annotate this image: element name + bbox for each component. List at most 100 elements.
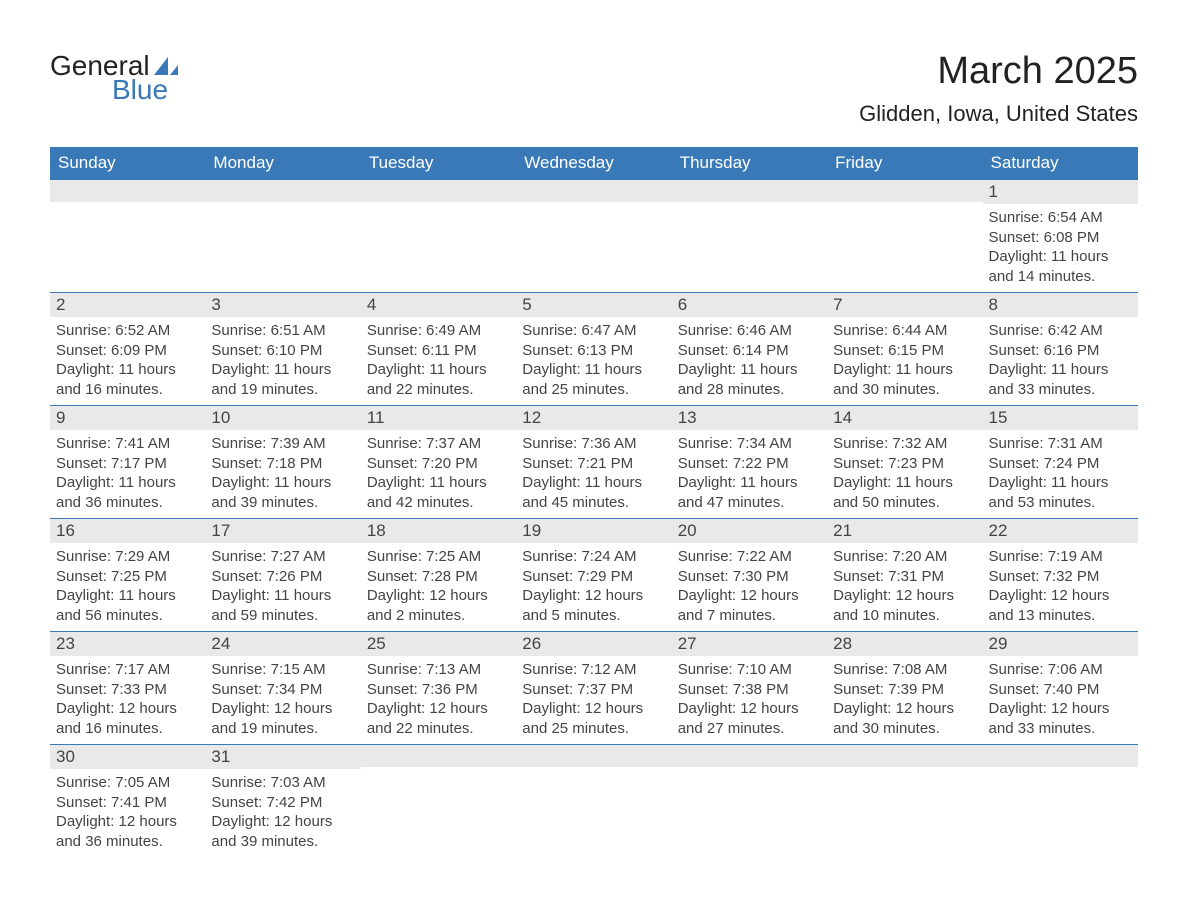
day-number: 27 xyxy=(672,632,827,656)
day-number: 25 xyxy=(361,632,516,656)
day-content: Sunrise: 7:20 AMSunset: 7:31 PMDaylight:… xyxy=(827,543,982,631)
day-content: Sunrise: 7:37 AMSunset: 7:20 PMDaylight:… xyxy=(361,430,516,518)
logo: General Blue xyxy=(50,50,178,106)
day-line: Sunrise: 7:20 AM xyxy=(833,547,976,567)
day-line: Daylight: 11 hours xyxy=(211,360,354,380)
header: General Blue March 2025 Glidden, Iowa, U… xyxy=(50,50,1138,127)
day-cell: 4Sunrise: 6:49 AMSunset: 6:11 PMDaylight… xyxy=(361,293,516,406)
day-line: Daylight: 12 hours xyxy=(522,699,665,719)
day-cell: 12Sunrise: 7:36 AMSunset: 7:21 PMDayligh… xyxy=(516,406,671,519)
day-line: and 53 minutes. xyxy=(989,493,1132,513)
title-block: March 2025 Glidden, Iowa, United States xyxy=(859,50,1138,127)
day-line: Sunset: 6:13 PM xyxy=(522,341,665,361)
day-number: 10 xyxy=(205,406,360,430)
day-line: Daylight: 12 hours xyxy=(678,699,821,719)
day-line: Sunset: 7:36 PM xyxy=(367,680,510,700)
day-cell: 5Sunrise: 6:47 AMSunset: 6:13 PMDaylight… xyxy=(516,293,671,406)
day-number xyxy=(672,745,827,767)
day-line: Daylight: 11 hours xyxy=(989,247,1132,267)
day-line: Sunset: 7:20 PM xyxy=(367,454,510,474)
day-number xyxy=(361,180,516,202)
day-line: Sunrise: 7:03 AM xyxy=(211,773,354,793)
day-line: and 42 minutes. xyxy=(367,493,510,513)
day-line: and 36 minutes. xyxy=(56,493,199,513)
day-line: Daylight: 12 hours xyxy=(211,812,354,832)
month-title: March 2025 xyxy=(859,50,1138,93)
day-line: Sunrise: 7:10 AM xyxy=(678,660,821,680)
day-line: Sunrise: 6:54 AM xyxy=(989,208,1132,228)
day-content: Sunrise: 6:44 AMSunset: 6:15 PMDaylight:… xyxy=(827,317,982,405)
day-line: and 33 minutes. xyxy=(989,380,1132,400)
day-line: Sunset: 7:21 PM xyxy=(522,454,665,474)
day-header-thursday: Thursday xyxy=(672,147,827,180)
day-line: Daylight: 12 hours xyxy=(367,586,510,606)
day-line: Daylight: 11 hours xyxy=(833,360,976,380)
day-cell: 24Sunrise: 7:15 AMSunset: 7:34 PMDayligh… xyxy=(205,632,360,745)
day-number: 11 xyxy=(361,406,516,430)
week-row: 2Sunrise: 6:52 AMSunset: 6:09 PMDaylight… xyxy=(50,293,1138,406)
day-cell xyxy=(50,180,205,293)
day-header-wednesday: Wednesday xyxy=(516,147,671,180)
day-content xyxy=(672,767,827,845)
day-line: and 10 minutes. xyxy=(833,606,976,626)
day-line: Daylight: 12 hours xyxy=(56,812,199,832)
day-line: Sunset: 7:24 PM xyxy=(989,454,1132,474)
day-content: Sunrise: 7:41 AMSunset: 7:17 PMDaylight:… xyxy=(50,430,205,518)
day-line: Sunset: 6:08 PM xyxy=(989,228,1132,248)
day-line: and 19 minutes. xyxy=(211,719,354,739)
day-line: and 59 minutes. xyxy=(211,606,354,626)
day-content xyxy=(516,767,671,845)
day-content: Sunrise: 7:03 AMSunset: 7:42 PMDaylight:… xyxy=(205,769,360,857)
day-line: Daylight: 11 hours xyxy=(678,360,821,380)
day-line: and 27 minutes. xyxy=(678,719,821,739)
day-content: Sunrise: 7:10 AMSunset: 7:38 PMDaylight:… xyxy=(672,656,827,744)
day-line: Sunrise: 6:49 AM xyxy=(367,321,510,341)
day-line: and 56 minutes. xyxy=(56,606,199,626)
day-line: Daylight: 11 hours xyxy=(211,473,354,493)
day-cell xyxy=(672,745,827,858)
day-line: Sunrise: 7:34 AM xyxy=(678,434,821,454)
day-line: Sunset: 6:15 PM xyxy=(833,341,976,361)
day-content: Sunrise: 6:54 AMSunset: 6:08 PMDaylight:… xyxy=(983,204,1138,292)
day-line: Sunrise: 7:08 AM xyxy=(833,660,976,680)
day-cell: 1Sunrise: 6:54 AMSunset: 6:08 PMDaylight… xyxy=(983,180,1138,293)
day-number xyxy=(361,745,516,767)
day-number: 5 xyxy=(516,293,671,317)
day-line: Daylight: 12 hours xyxy=(833,699,976,719)
day-cell: 15Sunrise: 7:31 AMSunset: 7:24 PMDayligh… xyxy=(983,406,1138,519)
day-content: Sunrise: 7:34 AMSunset: 7:22 PMDaylight:… xyxy=(672,430,827,518)
day-content: Sunrise: 7:25 AMSunset: 7:28 PMDaylight:… xyxy=(361,543,516,631)
day-line: Daylight: 11 hours xyxy=(522,473,665,493)
day-line: and 5 minutes. xyxy=(522,606,665,626)
day-content xyxy=(827,202,982,280)
day-line: Daylight: 11 hours xyxy=(522,360,665,380)
day-line: Sunset: 7:28 PM xyxy=(367,567,510,587)
day-content xyxy=(205,202,360,280)
day-number xyxy=(827,745,982,767)
day-content xyxy=(361,767,516,845)
day-number xyxy=(516,745,671,767)
day-line: Daylight: 12 hours xyxy=(211,699,354,719)
day-cell: 26Sunrise: 7:12 AMSunset: 7:37 PMDayligh… xyxy=(516,632,671,745)
day-content: Sunrise: 7:36 AMSunset: 7:21 PMDaylight:… xyxy=(516,430,671,518)
day-content xyxy=(983,767,1138,845)
day-line: Sunset: 7:40 PM xyxy=(989,680,1132,700)
day-content: Sunrise: 7:22 AMSunset: 7:30 PMDaylight:… xyxy=(672,543,827,631)
day-number: 4 xyxy=(361,293,516,317)
day-content: Sunrise: 6:52 AMSunset: 6:09 PMDaylight:… xyxy=(50,317,205,405)
day-line: and 33 minutes. xyxy=(989,719,1132,739)
day-line: Sunrise: 7:05 AM xyxy=(56,773,199,793)
day-line: Sunset: 7:29 PM xyxy=(522,567,665,587)
day-content: Sunrise: 6:42 AMSunset: 6:16 PMDaylight:… xyxy=(983,317,1138,405)
day-number xyxy=(205,180,360,202)
day-number: 28 xyxy=(827,632,982,656)
day-cell: 3Sunrise: 6:51 AMSunset: 6:10 PMDaylight… xyxy=(205,293,360,406)
day-line: Sunrise: 6:44 AM xyxy=(833,321,976,341)
day-cell: 13Sunrise: 7:34 AMSunset: 7:22 PMDayligh… xyxy=(672,406,827,519)
day-line: Daylight: 11 hours xyxy=(989,473,1132,493)
day-number: 17 xyxy=(205,519,360,543)
day-cell: 29Sunrise: 7:06 AMSunset: 7:40 PMDayligh… xyxy=(983,632,1138,745)
day-line: Sunrise: 7:13 AM xyxy=(367,660,510,680)
day-content xyxy=(827,767,982,845)
day-header-row: Sunday Monday Tuesday Wednesday Thursday… xyxy=(50,147,1138,180)
